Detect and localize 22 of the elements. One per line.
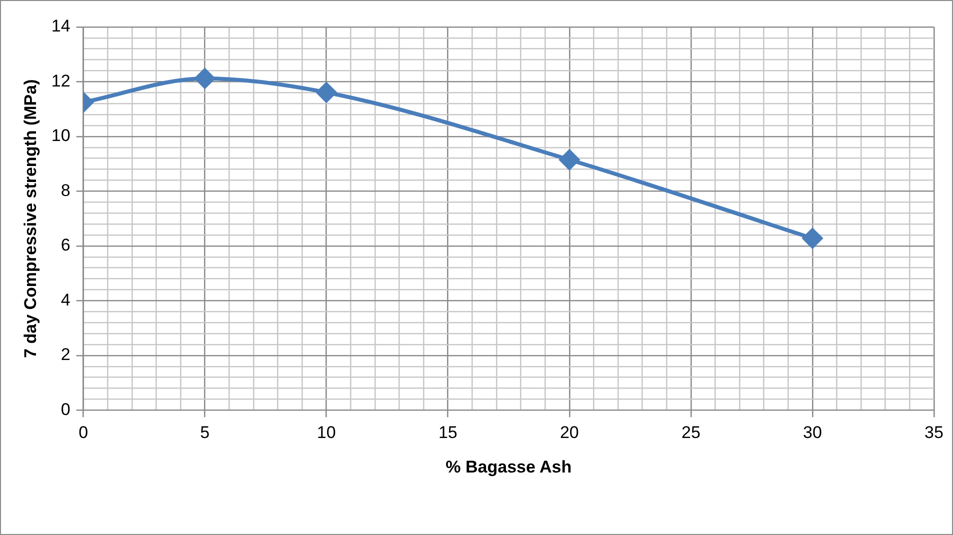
x-tick-label: 5 — [200, 423, 210, 442]
y-tick-label: 2 — [60, 345, 70, 364]
y-axis-title: 7 day Compressive strength (MPa) — [20, 79, 40, 358]
y-tick-label: 4 — [60, 290, 70, 310]
point — [802, 228, 822, 248]
y-tick-label: 14 — [51, 16, 70, 36]
point — [559, 150, 580, 170]
x-tick-label: 15 — [438, 423, 458, 442]
y-tick-label: 8 — [60, 180, 70, 200]
x-tick-label: 20 — [560, 423, 579, 442]
x-tick-label: 0 — [78, 423, 88, 442]
y-tick-label: 6 — [60, 236, 70, 255]
y-tick-label: 0 — [60, 400, 70, 419]
point — [194, 68, 215, 88]
x-axis-title: % Bagasse Ash — [446, 457, 572, 476]
y-tick-label: 12 — [51, 71, 70, 90]
point — [316, 82, 336, 102]
x-tick-label: 30 — [803, 423, 822, 442]
x-tick-label: 10 — [316, 423, 336, 442]
x-tick-label: 35 — [924, 423, 944, 442]
x-tick-label: 25 — [681, 423, 700, 442]
y-tick-label: 10 — [51, 126, 70, 146]
